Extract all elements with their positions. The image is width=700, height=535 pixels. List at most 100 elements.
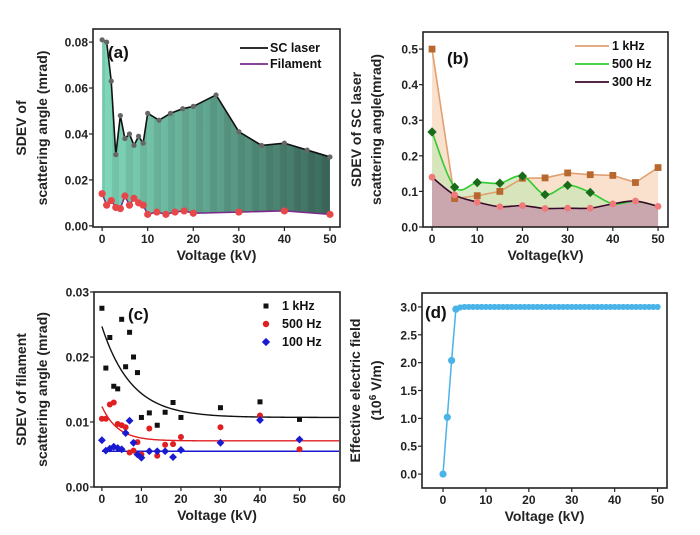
data-point	[135, 133, 142, 139]
y-tick-label: 0.01	[66, 416, 90, 430]
data-point	[130, 194, 138, 202]
y-tick-label: 1.5	[400, 384, 417, 398]
legend-label: 1 kHz	[612, 39, 645, 53]
data-point	[146, 410, 152, 416]
data-point	[171, 208, 179, 216]
data-point	[103, 365, 109, 371]
data-point	[632, 179, 639, 186]
data-point	[577, 303, 584, 311]
y-tick-label: 0.2	[401, 149, 418, 163]
x-tick-label: 0	[429, 232, 436, 246]
data-point	[127, 329, 133, 335]
data-point	[108, 78, 114, 84]
data-point	[551, 303, 558, 311]
data-point	[122, 135, 128, 142]
data-point	[216, 438, 225, 447]
legend-label: 300 Hz	[612, 75, 652, 89]
data-point	[131, 354, 137, 360]
x-tick-label: 10	[471, 232, 485, 246]
data-point	[122, 424, 129, 431]
panel-a: 0 10 20 30 40 50 0.00 0.02 0.04 0.06 0.08 Voltage (…	[13, 28, 341, 263]
data-point	[654, 303, 661, 311]
data-point	[327, 154, 333, 160]
y-tick-label: 2.5	[400, 328, 417, 342]
y-tick-label: 0.4	[401, 78, 418, 92]
x-tick-label: 0	[99, 232, 106, 246]
data-point	[499, 303, 507, 311]
data-point	[521, 303, 528, 311]
data-point	[609, 172, 617, 179]
data-point	[154, 452, 161, 459]
y-axis-label-line1: SDEV of filament	[13, 333, 29, 446]
data-point	[504, 303, 511, 311]
data-point	[654, 202, 662, 210]
data-point	[256, 416, 264, 424]
data-point	[564, 169, 572, 177]
data-point	[125, 201, 134, 209]
data-point	[117, 112, 123, 119]
data-point	[126, 131, 133, 137]
y-tick-label: 0.0	[401, 221, 418, 235]
y-tick-label: 0.03	[66, 286, 90, 300]
plot-area	[439, 303, 661, 478]
x-tick-label: 20	[516, 232, 530, 246]
x-axis-label: Voltage (kV)	[177, 507, 257, 523]
data-point	[103, 201, 111, 209]
data-point	[586, 204, 594, 212]
data-point	[487, 303, 494, 311]
legend-marker	[263, 303, 269, 309]
data-point	[508, 303, 515, 311]
data-point	[326, 210, 334, 218]
data-point	[153, 447, 162, 456]
data-point	[439, 470, 447, 478]
panel-d: 0 10 20 30 40 50 0.0 0.5 1.0 1.5 2.0 2.5 3.0 Voltage …	[347, 292, 668, 524]
data-point	[235, 208, 243, 216]
data-point	[154, 422, 160, 428]
data-point	[117, 445, 126, 454]
data-point	[594, 303, 601, 311]
data-point	[650, 303, 657, 311]
data-point	[99, 305, 105, 311]
data-point	[129, 438, 138, 447]
data-point	[534, 303, 541, 311]
data-point	[428, 45, 436, 53]
x-axis-label: Voltage(kV)	[508, 247, 584, 263]
data-point	[568, 303, 575, 311]
data-point	[217, 405, 223, 411]
data-point	[156, 117, 162, 123]
y-axis-label-line1: SDEV of	[13, 100, 29, 156]
data-point	[632, 197, 639, 205]
y-tick-label: 1.0	[400, 412, 417, 426]
plot-frame	[93, 291, 341, 488]
legend-marker	[262, 320, 270, 328]
data-point	[540, 189, 550, 200]
data-point	[102, 415, 109, 422]
y-tick-label: 0.04	[65, 127, 89, 141]
data-point	[145, 110, 151, 116]
x-tick-label: 40	[608, 493, 622, 507]
data-point	[530, 303, 537, 311]
data-point	[98, 436, 106, 445]
data-point	[180, 106, 186, 112]
y-axis-label-line2: scattering angle (mrad)	[34, 312, 50, 467]
data-point	[138, 414, 144, 420]
legend-label: 100 Hz	[282, 335, 322, 349]
series-area-1	[432, 131, 659, 227]
data-point	[125, 416, 134, 425]
y-axis-label-line2: scattering angle (mrad)	[34, 51, 50, 206]
data-point	[107, 335, 113, 340]
data-point	[609, 200, 617, 208]
panel-b: 0 10 20 30 40 50 0.0 0.1 0.2 0.3 0.4 0.5 Voltage(kV)…	[348, 31, 669, 263]
y-tick-label: 0.08	[65, 36, 89, 50]
x-tick-label: 40	[606, 232, 620, 246]
data-point	[257, 399, 263, 405]
x-tick-label: 20	[174, 492, 188, 506]
unit-suffix: V/m)	[368, 360, 384, 394]
data-point	[615, 303, 623, 311]
data-point	[547, 303, 554, 311]
x-tick-label: 20	[187, 232, 201, 246]
data-point	[296, 446, 303, 453]
data-point	[586, 171, 594, 179]
series-area-0	[432, 49, 659, 227]
